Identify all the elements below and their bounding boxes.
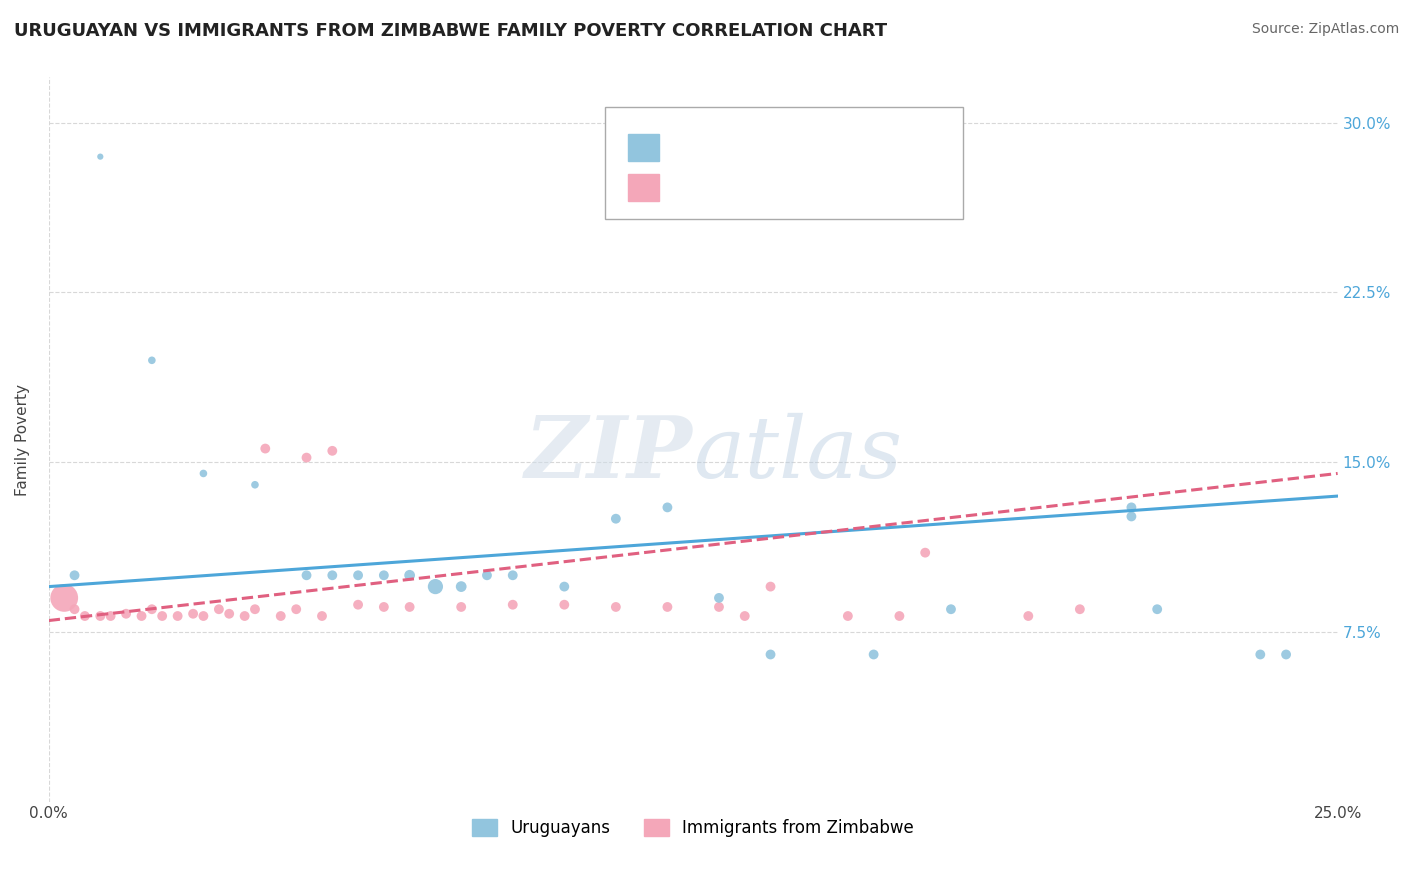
Point bbox=[450, 580, 472, 594]
Text: atlas: atlas bbox=[693, 413, 903, 495]
Point bbox=[1121, 509, 1143, 524]
Text: Source: ZipAtlas.com: Source: ZipAtlas.com bbox=[1251, 22, 1399, 37]
Point bbox=[657, 500, 679, 515]
Point bbox=[759, 648, 782, 662]
Point bbox=[63, 602, 86, 616]
Point bbox=[193, 467, 215, 481]
Point bbox=[141, 602, 163, 616]
Point bbox=[311, 609, 333, 624]
Point bbox=[707, 591, 730, 605]
Point bbox=[243, 477, 266, 491]
Point bbox=[181, 607, 204, 621]
Point bbox=[100, 609, 122, 624]
Point bbox=[759, 580, 782, 594]
Point bbox=[243, 602, 266, 616]
Point bbox=[131, 609, 153, 624]
Point bbox=[914, 546, 936, 560]
Point bbox=[502, 568, 524, 582]
Point bbox=[193, 609, 215, 624]
Point bbox=[347, 568, 370, 582]
Point bbox=[553, 580, 575, 594]
Point bbox=[707, 599, 730, 614]
Point bbox=[285, 602, 308, 616]
Point bbox=[218, 607, 240, 621]
Point bbox=[657, 599, 679, 614]
Point bbox=[89, 609, 111, 624]
Text: R = 0.189    N = 38: R = 0.189 N = 38 bbox=[673, 178, 865, 196]
Point bbox=[734, 609, 756, 624]
Point bbox=[373, 568, 395, 582]
Point bbox=[553, 598, 575, 612]
Text: ZIP: ZIP bbox=[526, 412, 693, 496]
Point bbox=[347, 598, 370, 612]
Text: URUGUAYAN VS IMMIGRANTS FROM ZIMBABWE FAMILY POVERTY CORRELATION CHART: URUGUAYAN VS IMMIGRANTS FROM ZIMBABWE FA… bbox=[14, 22, 887, 40]
Point bbox=[254, 442, 277, 456]
Point bbox=[63, 568, 86, 582]
Point bbox=[939, 602, 962, 616]
Point bbox=[295, 568, 318, 582]
Point bbox=[73, 609, 96, 624]
Legend: Uruguayans, Immigrants from Zimbabwe: Uruguayans, Immigrants from Zimbabwe bbox=[465, 813, 921, 844]
Point bbox=[321, 568, 343, 582]
Y-axis label: Family Poverty: Family Poverty bbox=[15, 384, 30, 496]
Point bbox=[321, 443, 343, 458]
Point bbox=[605, 599, 627, 614]
Point bbox=[1121, 500, 1143, 515]
Text: R = 0.119    N = 26: R = 0.119 N = 26 bbox=[673, 138, 865, 156]
Point bbox=[502, 598, 524, 612]
Point bbox=[373, 599, 395, 614]
Point bbox=[450, 599, 472, 614]
Point bbox=[270, 609, 292, 624]
Point bbox=[398, 599, 420, 614]
Point bbox=[1017, 609, 1039, 624]
Point bbox=[89, 150, 111, 164]
Point bbox=[1275, 648, 1298, 662]
Point bbox=[1069, 602, 1091, 616]
Point bbox=[425, 580, 447, 594]
Point bbox=[475, 568, 498, 582]
Point bbox=[837, 609, 859, 624]
Point bbox=[295, 450, 318, 465]
Point bbox=[166, 609, 188, 624]
Point bbox=[862, 648, 884, 662]
Point bbox=[53, 591, 76, 605]
Point bbox=[605, 512, 627, 526]
Point bbox=[398, 568, 420, 582]
Point bbox=[208, 602, 231, 616]
Point bbox=[150, 609, 173, 624]
Point bbox=[115, 607, 138, 621]
Point bbox=[233, 609, 256, 624]
Point bbox=[141, 353, 163, 368]
Point bbox=[1249, 648, 1271, 662]
Point bbox=[1146, 602, 1168, 616]
Point bbox=[889, 609, 911, 624]
